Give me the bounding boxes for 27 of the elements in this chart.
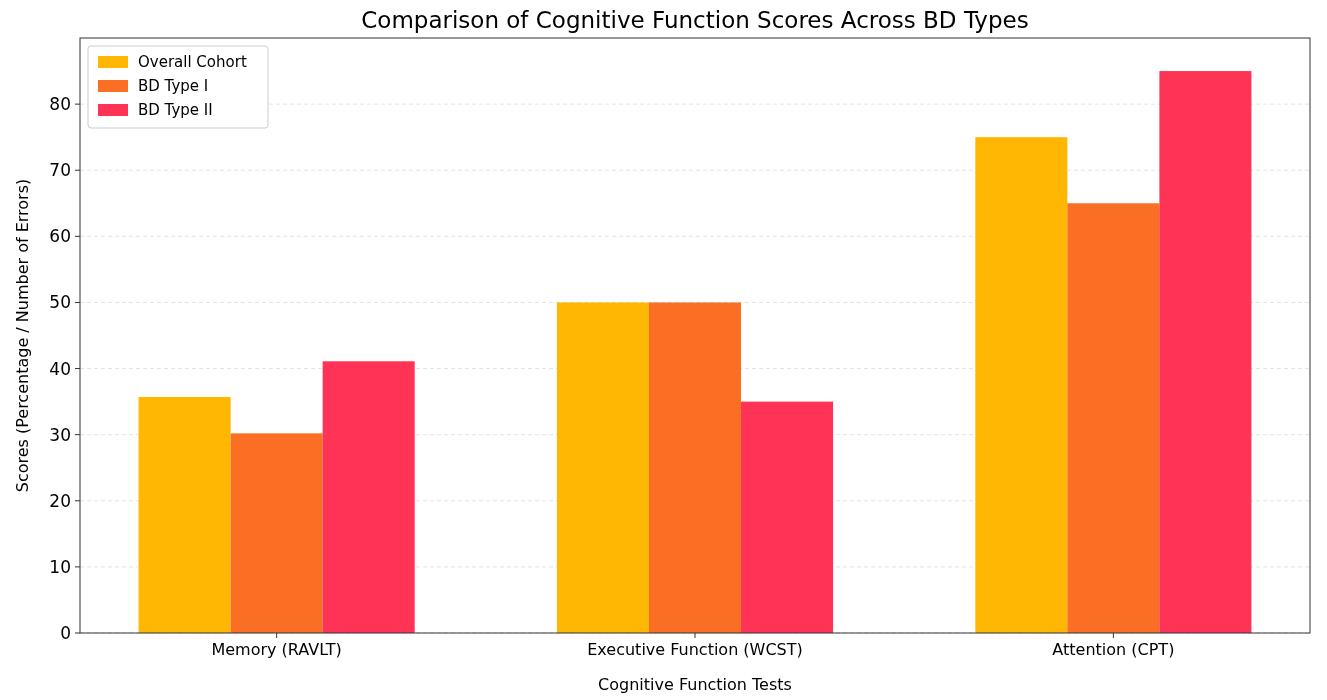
- legend-label: Overall Cohort: [138, 53, 247, 72]
- y-tick-label: 20: [49, 490, 71, 511]
- y-tick-label: 70: [49, 160, 71, 181]
- y-tick-label: 60: [49, 226, 71, 247]
- chart-title: Comparison of Cognitive Function Scores Across BD Types: [361, 7, 1029, 33]
- y-tick-label: 30: [49, 424, 71, 445]
- y-tick-label: 10: [49, 556, 71, 577]
- y-axis-title: Scores (Percentage / Number of Errors): [13, 178, 32, 493]
- bar: [138, 396, 231, 633]
- legend-label: BD Type I: [138, 77, 209, 96]
- legend-label: BD Type II: [138, 101, 213, 120]
- bar: [1159, 71, 1252, 633]
- bar: [556, 302, 649, 633]
- bar: [322, 361, 415, 633]
- x-tick-label: Attention (CPT): [1052, 640, 1175, 659]
- bar: [230, 433, 323, 633]
- y-tick-label: 50: [49, 292, 71, 313]
- bar: [1067, 203, 1160, 633]
- bar: [741, 401, 834, 633]
- y-tick-label: 0: [60, 622, 71, 643]
- bar: [648, 302, 742, 633]
- y-tick-label: 40: [49, 358, 71, 379]
- x-tick-label: Memory (RAVLT): [211, 640, 342, 659]
- x-axis-title: Cognitive Function Tests: [598, 675, 792, 694]
- y-tick-label: 80: [49, 94, 71, 115]
- bar: [975, 137, 1068, 633]
- x-tick-label: Executive Function (WCST): [587, 640, 803, 659]
